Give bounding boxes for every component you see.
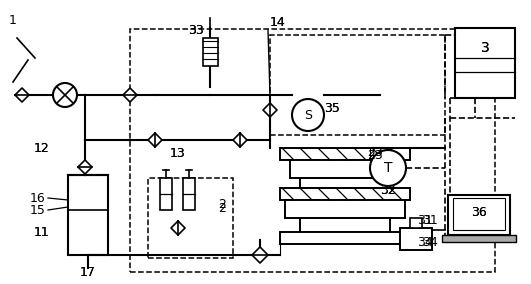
Bar <box>130 29 495 272</box>
Bar <box>280 232 410 244</box>
Bar <box>400 228 432 250</box>
Bar <box>203 38 218 66</box>
Text: 17: 17 <box>80 266 96 279</box>
Bar <box>448 195 510 235</box>
Text: 35: 35 <box>324 101 340 114</box>
Polygon shape <box>148 133 162 147</box>
Text: 2: 2 <box>218 202 226 214</box>
Text: 13: 13 <box>170 147 186 160</box>
Text: 13: 13 <box>170 147 186 160</box>
Text: 2: 2 <box>218 199 226 212</box>
Circle shape <box>53 83 77 107</box>
Text: 11: 11 <box>34 225 50 239</box>
Text: 34: 34 <box>417 237 433 250</box>
Text: 31: 31 <box>422 214 438 227</box>
Bar <box>148 178 233 258</box>
Text: 14: 14 <box>270 16 286 28</box>
Text: 33: 33 <box>188 24 204 37</box>
Text: 23: 23 <box>367 149 383 162</box>
Text: 36: 36 <box>471 206 487 220</box>
Bar <box>280 188 410 200</box>
Text: 12: 12 <box>34 141 50 154</box>
Bar <box>160 178 172 210</box>
Text: 32: 32 <box>380 183 396 197</box>
Text: 12: 12 <box>34 141 50 154</box>
Text: 15: 15 <box>30 204 46 216</box>
Text: 11: 11 <box>34 225 50 239</box>
Polygon shape <box>171 221 185 235</box>
Circle shape <box>370 150 406 186</box>
Polygon shape <box>123 88 137 102</box>
Bar <box>68 175 108 255</box>
Polygon shape <box>252 247 268 263</box>
Text: 32: 32 <box>380 183 396 197</box>
Polygon shape <box>233 133 247 147</box>
Text: 17: 17 <box>80 266 96 279</box>
Bar <box>455 28 515 98</box>
Text: S: S <box>304 108 312 122</box>
Polygon shape <box>15 88 29 102</box>
Bar <box>280 148 410 160</box>
Bar <box>442 235 516 242</box>
Bar <box>183 178 195 210</box>
Bar <box>270 35 445 135</box>
Bar <box>300 218 390 232</box>
Text: 23: 23 <box>367 145 383 158</box>
Text: 35: 35 <box>324 101 340 114</box>
Text: 34: 34 <box>422 235 438 248</box>
Text: 36: 36 <box>471 206 487 220</box>
Bar <box>410 218 422 228</box>
Bar <box>290 160 400 178</box>
Text: 31: 31 <box>417 214 433 227</box>
Bar <box>453 198 505 230</box>
Text: 3: 3 <box>481 41 490 55</box>
Text: 33: 33 <box>188 24 204 37</box>
Circle shape <box>292 99 324 131</box>
Text: T: T <box>384 161 392 175</box>
Polygon shape <box>78 160 92 174</box>
Text: 16: 16 <box>30 191 46 204</box>
Text: 14: 14 <box>270 16 286 28</box>
Bar <box>285 200 405 218</box>
Text: 1: 1 <box>9 14 17 26</box>
Bar <box>300 178 390 188</box>
Polygon shape <box>263 103 277 117</box>
Text: 3: 3 <box>481 41 490 55</box>
